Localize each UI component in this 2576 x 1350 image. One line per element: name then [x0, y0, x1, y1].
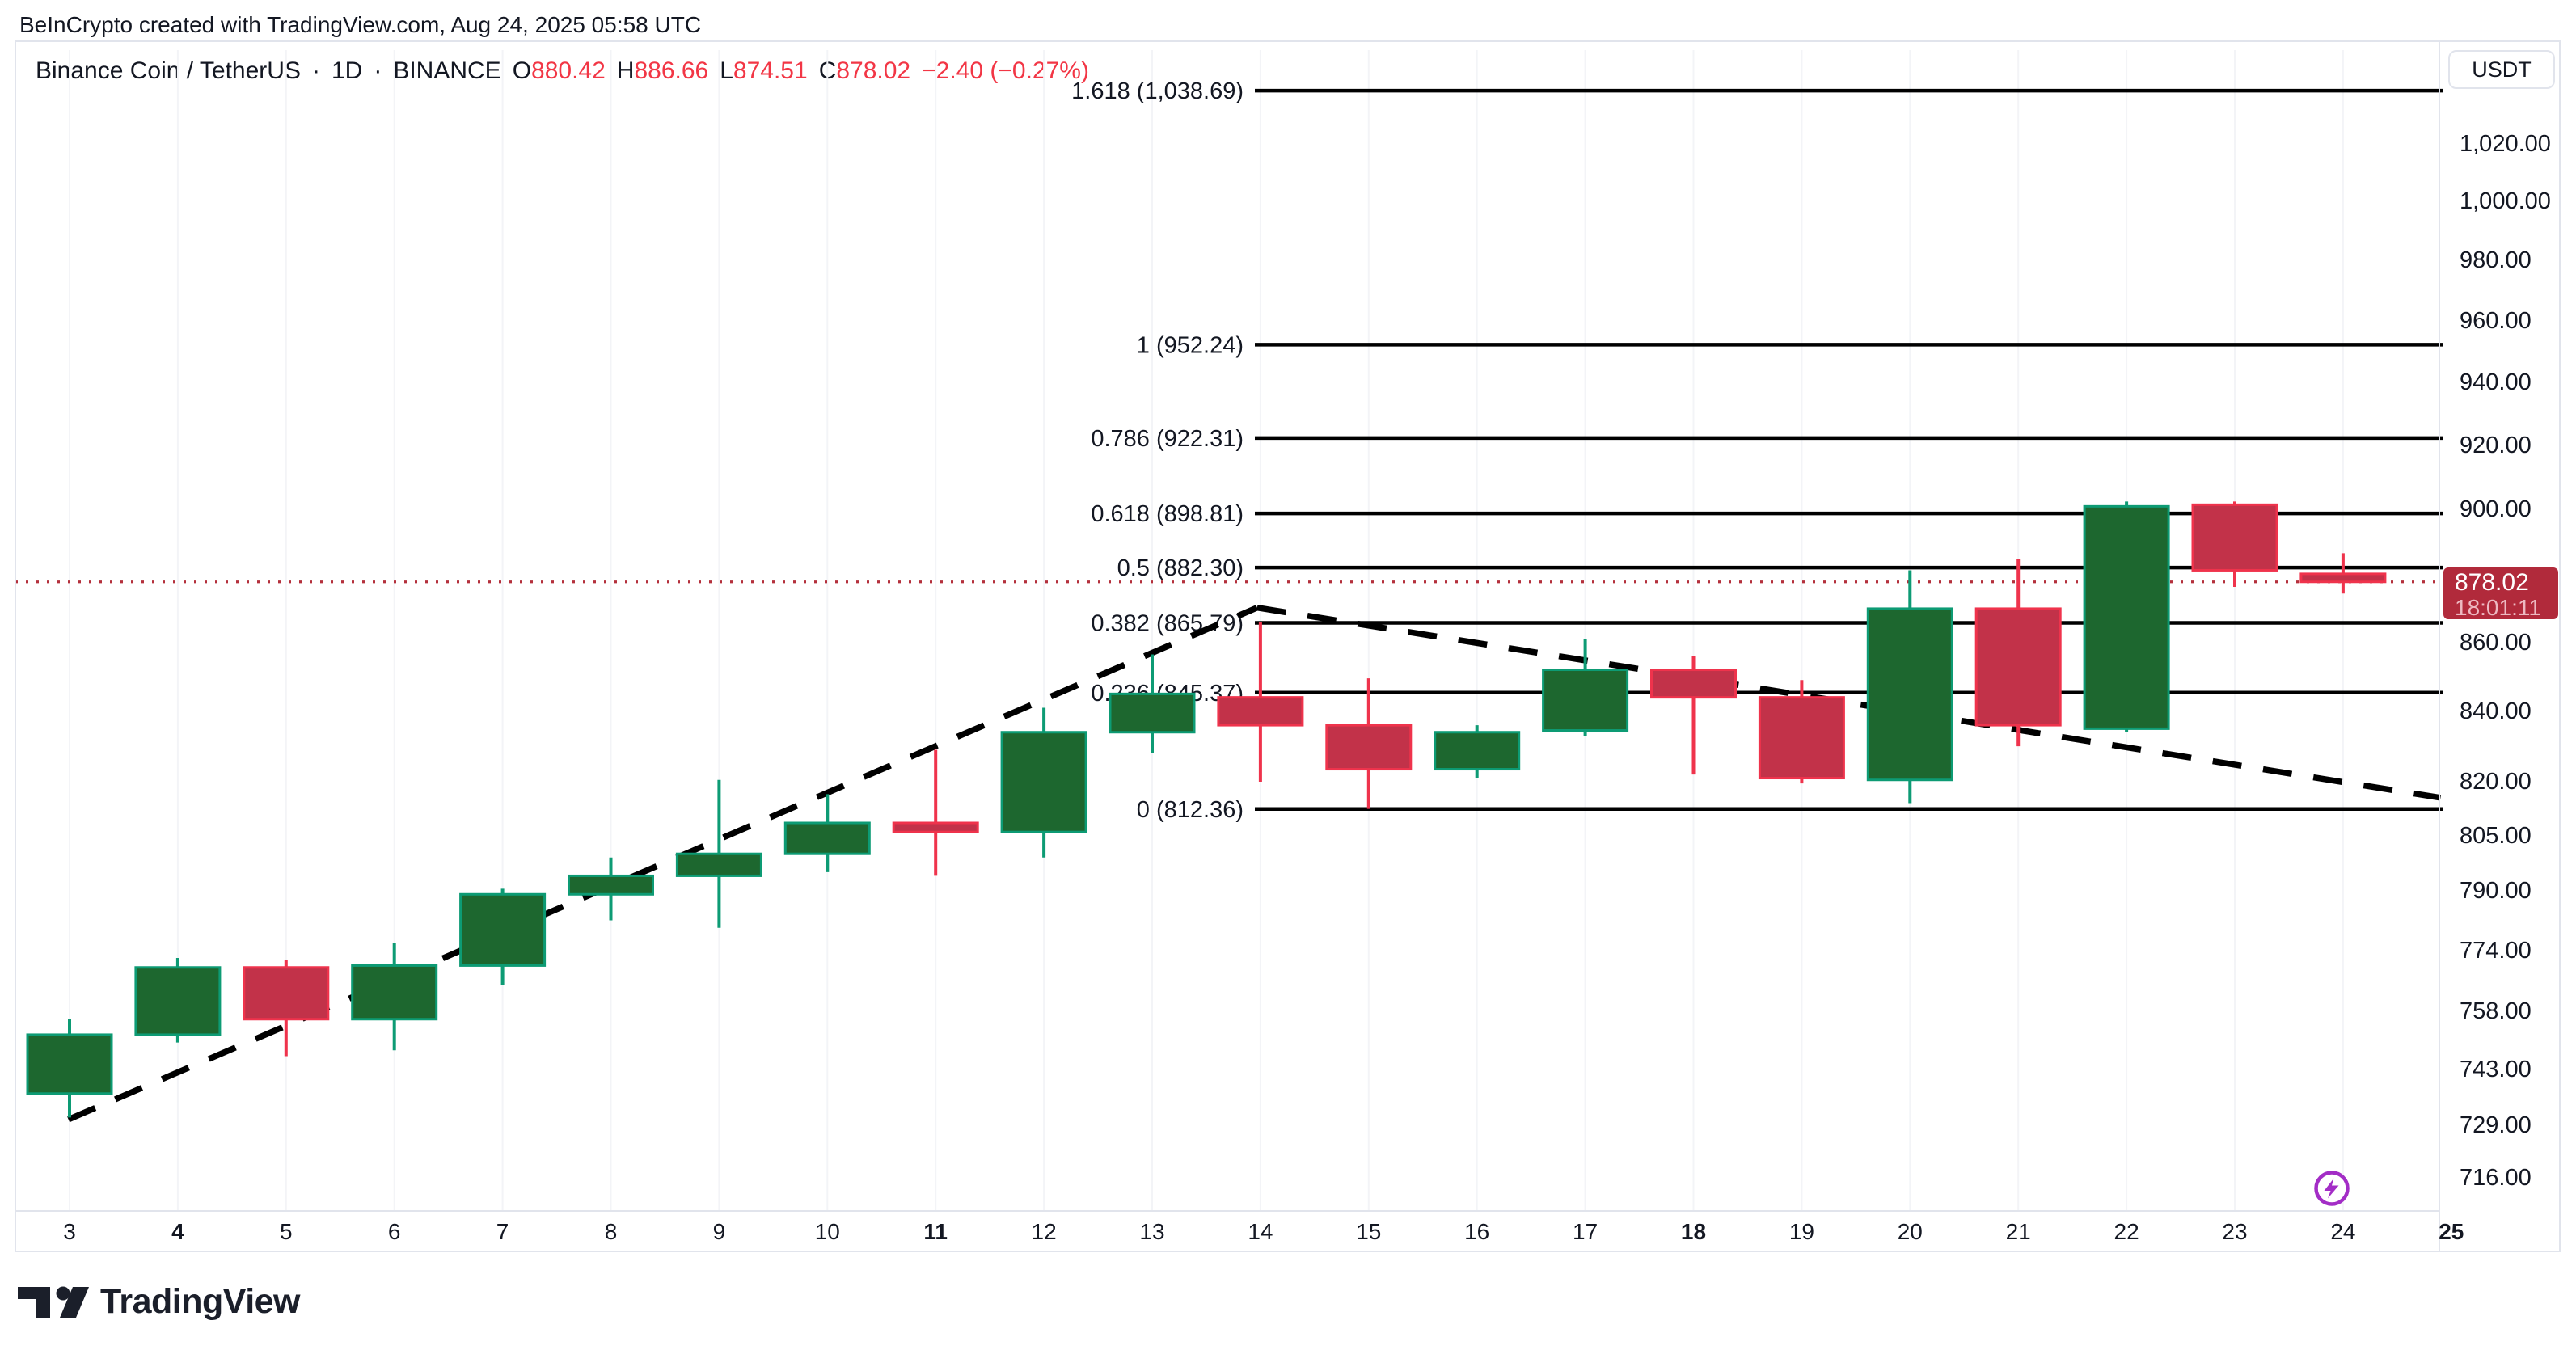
price-tick-805: 805.00 — [2460, 822, 2532, 849]
candle-body-day23[interactable] — [2191, 503, 2278, 572]
fib-label-0.382: 0.382 (865.79) — [1091, 610, 1244, 636]
price-tick-743: 743.00 — [2460, 1057, 2532, 1083]
candle-body-day17[interactable] — [1542, 669, 1629, 732]
price-tick-729: 729.00 — [2460, 1112, 2532, 1139]
time-tick-12: 12 — [1031, 1219, 1057, 1244]
price-tick-980: 980.00 — [2460, 247, 2532, 274]
price-tick-790: 790.00 — [2460, 877, 2532, 904]
time-tick-22: 22 — [2114, 1219, 2139, 1244]
time-tick-14: 14 — [1248, 1219, 1273, 1244]
timeframe-label[interactable]: 1D — [331, 57, 363, 84]
time-tick-25: 25 — [2439, 1219, 2464, 1244]
price-tick-1020: 1,020.00 — [2460, 130, 2551, 157]
time-tick-3: 3 — [63, 1219, 76, 1244]
price-tick-1000: 1,000.00 — [2460, 188, 2551, 215]
tradingview-logo-icon — [18, 1286, 89, 1318]
badge-price: 878.02 — [2455, 568, 2529, 596]
time-tick-21: 21 — [2005, 1219, 2031, 1244]
candle-body-day10[interactable] — [783, 821, 871, 855]
candle-body-day21[interactable] — [1974, 607, 2062, 727]
candle-body-day19[interactable] — [1758, 696, 1845, 780]
fib-label-0.5: 0.5 (882.30) — [1117, 555, 1244, 581]
badge-countdown: 18:01:11 — [2455, 594, 2541, 620]
change-value: −2.40 (−0.27%) — [922, 57, 1089, 84]
fib-label-0.786: 0.786 (922.31) — [1091, 426, 1244, 452]
candle-body-day12[interactable] — [1000, 731, 1087, 833]
header-separator — [16, 40, 2561, 42]
time-tick-19: 19 — [1788, 1219, 1814, 1244]
candle-body-day6[interactable] — [351, 964, 438, 1021]
price-tick-840: 840.00 — [2460, 698, 2532, 724]
candle-body-day15[interactable] — [1325, 724, 1413, 771]
ohlc-open: O 880.42 — [512, 57, 606, 84]
time-tick-8: 8 — [604, 1219, 618, 1244]
price-tick-758: 758.00 — [2460, 998, 2532, 1025]
time-tick-20: 20 — [1897, 1219, 1923, 1244]
price-tick-940: 940.00 — [2460, 369, 2532, 396]
candle-body-day24[interactable] — [2299, 572, 2387, 584]
price-tick-860: 860.00 — [2460, 629, 2532, 656]
time-tick-15: 15 — [1356, 1219, 1382, 1244]
time-tick-9: 9 — [712, 1219, 726, 1244]
price-axis-border — [2439, 40, 2440, 1251]
fib-label-0: 0 (812.36) — [1137, 797, 1244, 823]
time-tick-4: 4 — [171, 1219, 184, 1244]
time-tick-11: 11 — [923, 1219, 948, 1244]
fib-label-0.618: 0.618 (898.81) — [1091, 501, 1244, 527]
price-tick-820: 820.00 — [2460, 768, 2532, 795]
tradingview-attribution[interactable]: TradingView — [18, 1282, 301, 1322]
time-tick-5: 5 — [280, 1219, 293, 1244]
time-tick-7: 7 — [496, 1219, 509, 1244]
time-tick-23: 23 — [2222, 1219, 2248, 1244]
price-tick-716: 716.00 — [2460, 1165, 2532, 1192]
time-tick-16: 16 — [1464, 1219, 1490, 1244]
plot-left-border — [15, 40, 16, 1251]
symbol-info-bar[interactable]: Binance Coin / TetherUS · 1D · BINANCE O… — [36, 57, 1089, 86]
candle-body-day3[interactable] — [26, 1033, 113, 1095]
candle-body-day7[interactable] — [459, 892, 547, 967]
lightning-event-marker[interactable] — [2313, 1170, 2350, 1207]
tradingview-wordmark: TradingView — [100, 1282, 301, 1321]
currency-selector[interactable]: USDT — [2448, 50, 2555, 89]
exchange-label: BINANCE — [393, 57, 501, 84]
fib-label-1: 1 (952.24) — [1137, 332, 1244, 358]
candle-body-day9[interactable] — [675, 852, 762, 877]
ascending-trendline[interactable] — [67, 605, 1259, 1123]
time-tick-18: 18 — [1680, 1219, 1707, 1244]
lightning-icon — [2324, 1178, 2339, 1199]
currency-label: USDT — [2472, 57, 2532, 82]
current-price-badge: 878.02 18:01:11 — [2443, 567, 2558, 619]
candle-body-day5[interactable] — [243, 966, 330, 1021]
candle-body-day11[interactable] — [892, 821, 979, 833]
widget-bottom-border — [15, 1251, 2561, 1252]
separator-dot: · — [374, 57, 382, 84]
plot-right-border — [2559, 40, 2561, 1251]
time-tick-13: 13 — [1139, 1219, 1165, 1244]
candle-body-day13[interactable] — [1109, 692, 1196, 734]
time-tick-17: 17 — [1573, 1219, 1598, 1244]
ohlc-low: L 874.51 — [720, 57, 808, 84]
price-tick-920: 920.00 — [2460, 432, 2532, 458]
price-tick-960: 960.00 — [2460, 308, 2532, 335]
candle-body-day8[interactable] — [568, 874, 654, 896]
ohlc-high: H 886.66 — [616, 57, 709, 84]
fib-label-1.618: 1.618 (1,038.69) — [1071, 78, 1244, 104]
price-tick-900: 900.00 — [2460, 496, 2532, 523]
time-tick-6: 6 — [387, 1219, 401, 1244]
price-tick-774: 774.00 — [2460, 937, 2532, 964]
symbol-title[interactable]: Binance Coin / TetherUS — [36, 57, 301, 84]
candle-body-day20[interactable] — [1866, 607, 1953, 782]
candle-body-day4[interactable] — [134, 966, 222, 1036]
time-tick-10: 10 — [814, 1219, 840, 1244]
candle-body-day14[interactable] — [1217, 696, 1304, 727]
candle-body-day22[interactable] — [2083, 504, 2170, 730]
candle-body-day18[interactable] — [1650, 669, 1737, 699]
separator-dot: · — [311, 57, 320, 84]
time-axis-border — [15, 1210, 2439, 1212]
candle-body-day16[interactable] — [1434, 731, 1521, 771]
attribution-text: BeInCrypto created with TradingView.com,… — [19, 12, 702, 37]
time-tick-24: 24 — [2330, 1219, 2356, 1244]
